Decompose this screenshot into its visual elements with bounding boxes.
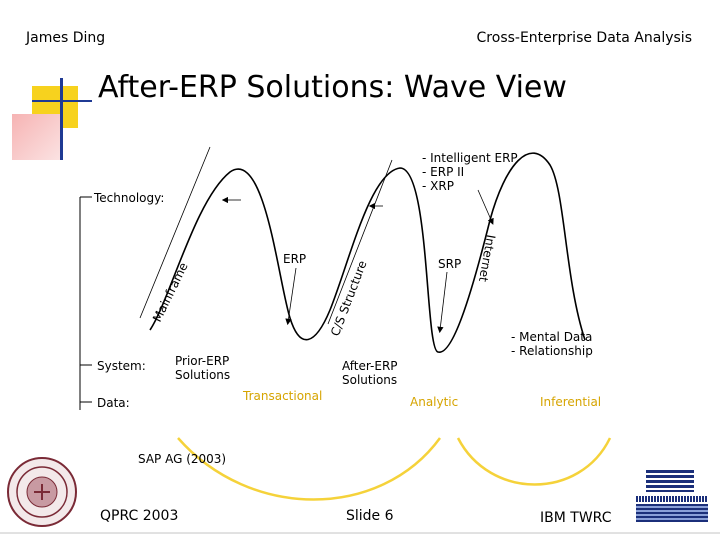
wave-curve xyxy=(149,152,586,353)
label-mental-data: - Mental Data - Relationship xyxy=(511,330,593,358)
label-srp: SRP xyxy=(438,257,462,271)
label-prior-erp: Prior-ERP Solutions xyxy=(175,354,230,382)
arrow-srp xyxy=(437,271,448,334)
arrow-erp xyxy=(285,267,297,326)
footer-organization: IBM TWRC xyxy=(540,510,612,526)
source-citation: SAP AG (2003) xyxy=(138,452,227,466)
logo-vertical-bar xyxy=(60,78,63,160)
intelligent-erp-line-1: - Intelligent ERP xyxy=(422,151,518,165)
label-after-erp: After-ERP Solutions xyxy=(342,359,398,387)
label-system: System: xyxy=(97,359,146,373)
presentation-topic: Cross-Enterprise Data Analysis xyxy=(476,30,692,46)
mental-data-line-1: - Mental Data xyxy=(511,330,593,344)
ibm-logo-mid xyxy=(636,496,708,502)
ibm-logo-top xyxy=(646,470,694,492)
label-analytic: Analytic xyxy=(410,395,459,409)
label-erp: ERP xyxy=(283,252,307,266)
intelligent-erp-line-2: - ERP II xyxy=(422,165,465,179)
label-data: Data: xyxy=(97,396,130,410)
intelligent-erp-line-3: - XRP xyxy=(422,179,454,193)
mental-data-line-2: - Relationship xyxy=(511,344,593,358)
ibm-logo-bottom xyxy=(636,504,708,522)
footer-conference: QPRC 2003 xyxy=(100,508,179,524)
label-intelligent-erp: - Intelligent ERP - ERP II - XRP xyxy=(422,151,518,193)
after-erp-line-2: Solutions xyxy=(342,373,398,387)
logo-horizontal-bar xyxy=(32,100,92,102)
label-transactional: Transactional xyxy=(243,389,323,403)
ibm-logo xyxy=(636,470,708,522)
prior-erp-line-1: Prior-ERP xyxy=(175,354,230,368)
tangent-line-1 xyxy=(139,146,211,319)
author-name: James Ding xyxy=(26,30,106,46)
arrow-intelligent xyxy=(477,189,494,225)
tangent-line-2 xyxy=(327,159,393,325)
label-technology: Technology: xyxy=(94,191,165,205)
footer-slide-number: Slide 6 xyxy=(346,508,394,524)
prior-erp-line-2: Solutions xyxy=(175,368,231,382)
arc-analytic-inferential xyxy=(456,437,612,486)
label-inferential: Inferential xyxy=(540,395,602,409)
slide-title: After-ERP Solutions: Wave View xyxy=(98,70,567,105)
logo-pink-square xyxy=(12,114,60,160)
arc-transactional-analytic xyxy=(177,437,442,501)
after-erp-line-1: After-ERP xyxy=(342,359,398,373)
